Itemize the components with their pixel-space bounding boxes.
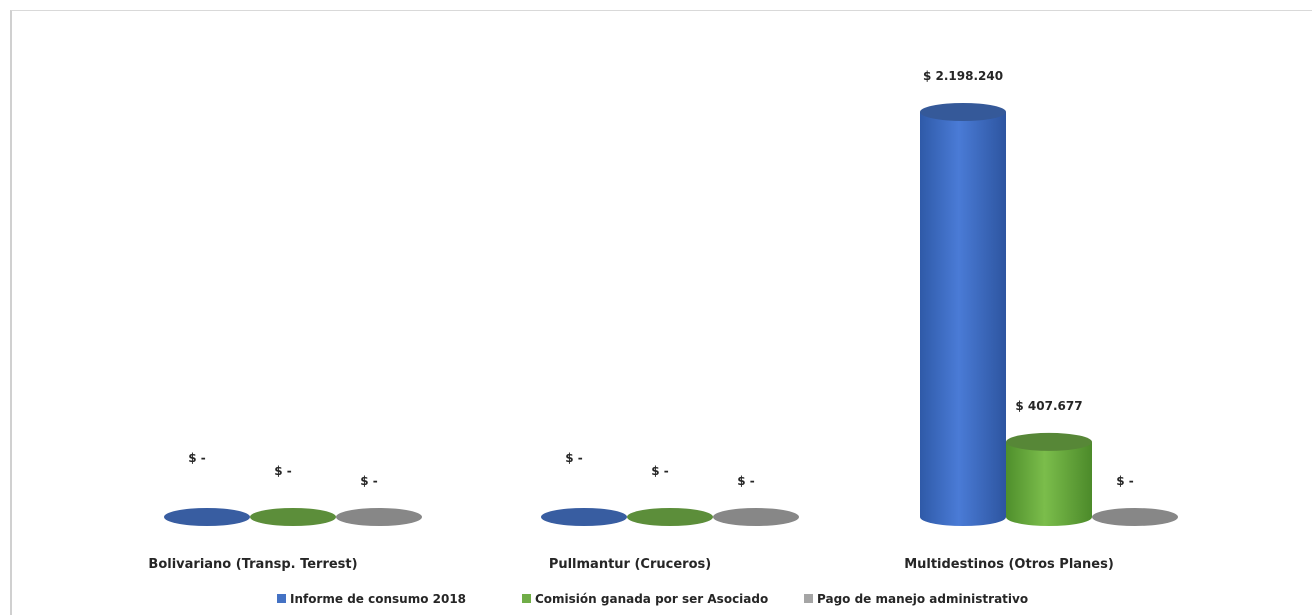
legend-swatch <box>277 594 286 603</box>
data-label: $ 2.198.240 <box>923 69 1003 83</box>
category-labels-group: Bolivariano (Transp. Terrest) Pullmantur … <box>148 557 1113 572</box>
legend-item: Informe de consumo 2018 <box>277 592 466 606</box>
legend-swatch <box>804 594 813 603</box>
data-label: $ - <box>1116 474 1134 488</box>
data-label: $ - <box>737 474 755 488</box>
bar-body <box>920 112 1006 526</box>
data-label: $ - <box>360 474 378 488</box>
legend: Informe de consumo 2018 Comisión ganada p… <box>277 592 1028 606</box>
bar-0-2 <box>336 508 422 526</box>
legend-label: Comisión ganada por ser Asociado <box>535 592 768 606</box>
bar-base <box>250 508 336 526</box>
chart-frame <box>10 10 1312 615</box>
legend-item: Comisión ganada por ser Asociado <box>522 592 768 606</box>
bar-body <box>1006 441 1092 526</box>
bar-base <box>336 508 422 526</box>
bar-2-2 <box>1092 508 1178 526</box>
bar-0-1 <box>250 508 336 526</box>
data-label: $ 407.677 <box>1015 399 1082 413</box>
category-label: Multidestinos (Otros Planes) <box>904 557 1114 572</box>
bar-top <box>920 103 1006 121</box>
bar-top <box>1006 432 1092 451</box>
legend-label: Informe de consumo 2018 <box>290 592 466 606</box>
bar-2-1 <box>1006 432 1092 526</box>
bar-base <box>1092 508 1178 526</box>
bar-1-2 <box>713 508 799 526</box>
bar-base <box>164 508 250 526</box>
bars-group <box>164 103 1178 526</box>
category-label: Bolivariano (Transp. Terrest) <box>148 557 357 572</box>
legend-swatch <box>522 594 531 603</box>
legend-item: Pago de manejo administrativo <box>804 592 1028 606</box>
data-label: $ - <box>565 451 583 465</box>
data-labels-group: $ - $ - $ - $ - $ - $ - $ 2.198.240 $ 407.677 $ … <box>188 69 1134 488</box>
data-label: $ - <box>188 451 206 465</box>
data-label: $ - <box>651 464 669 478</box>
bar-0-0 <box>164 508 250 526</box>
bar-1-0 <box>541 508 627 526</box>
legend-label: Pago de manejo administrativo <box>817 592 1028 606</box>
bar-base <box>627 508 713 526</box>
category-label: Pullmantur (Cruceros) <box>549 557 711 572</box>
data-label: $ - <box>274 464 292 478</box>
bar-base <box>541 508 627 526</box>
bar-2-0 <box>920 103 1006 526</box>
bar-1-1 <box>627 508 713 526</box>
bar-base <box>713 508 799 526</box>
